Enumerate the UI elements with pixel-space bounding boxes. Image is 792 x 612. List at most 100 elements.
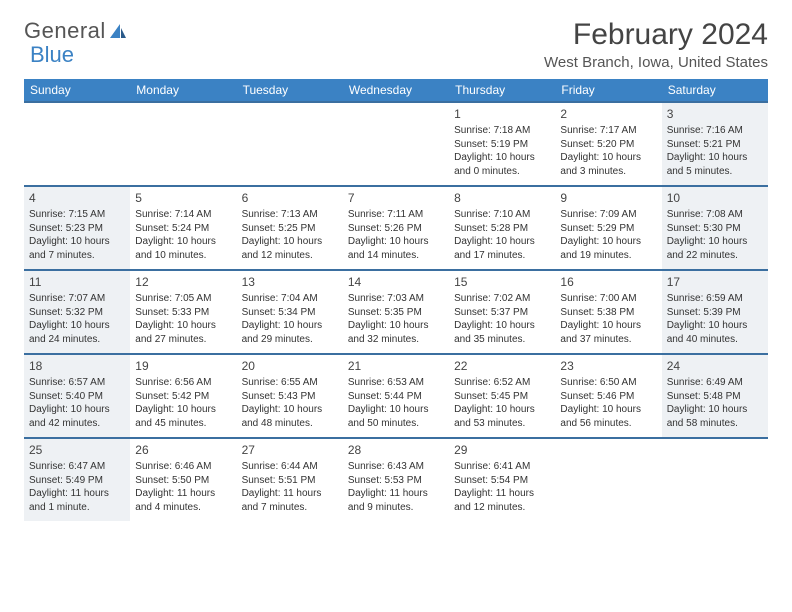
date-number: 20 (242, 358, 338, 374)
header: General February 2024 West Branch, Iowa,… (24, 18, 768, 71)
daylight-line: Daylight: 11 hours and 12 minutes. (454, 487, 550, 514)
calendar-cell: 21Sunrise: 6:53 AMSunset: 5:44 PMDayligh… (343, 355, 449, 437)
sunrise-line: Sunrise: 6:44 AM (242, 460, 338, 474)
sunset-line: Sunset: 5:34 PM (242, 306, 338, 320)
sunrise-line: Sunrise: 7:16 AM (667, 124, 763, 138)
calendar-cell: 17Sunrise: 6:59 AMSunset: 5:39 PMDayligh… (662, 271, 768, 353)
calendar: SundayMondayTuesdayWednesdayThursdayFrid… (24, 79, 768, 521)
daylight-line: Daylight: 10 hours and 5 minutes. (667, 151, 763, 178)
calendar-cell: 15Sunrise: 7:02 AMSunset: 5:37 PMDayligh… (449, 271, 555, 353)
calendar-cell (24, 103, 130, 185)
daylight-line: Daylight: 11 hours and 7 minutes. (242, 487, 338, 514)
date-number: 11 (29, 274, 125, 290)
date-number: 16 (560, 274, 656, 290)
sunset-line: Sunset: 5:48 PM (667, 390, 763, 404)
daylight-line: Daylight: 10 hours and 10 minutes. (135, 235, 231, 262)
sunset-line: Sunset: 5:25 PM (242, 222, 338, 236)
sunset-line: Sunset: 5:38 PM (560, 306, 656, 320)
sunset-line: Sunset: 5:32 PM (29, 306, 125, 320)
date-number: 3 (667, 106, 763, 122)
daylight-line: Daylight: 10 hours and 42 minutes. (29, 403, 125, 430)
logo-text-blue: Blue (30, 42, 74, 68)
sunrise-line: Sunrise: 6:56 AM (135, 376, 231, 390)
calendar-week: 25Sunrise: 6:47 AMSunset: 5:49 PMDayligh… (24, 437, 768, 521)
sunrise-line: Sunrise: 7:05 AM (135, 292, 231, 306)
sunset-line: Sunset: 5:43 PM (242, 390, 338, 404)
calendar-week: 1Sunrise: 7:18 AMSunset: 5:19 PMDaylight… (24, 101, 768, 185)
daylight-line: Daylight: 11 hours and 9 minutes. (348, 487, 444, 514)
calendar-cell: 19 Sunrise: 6:56 AMSunset: 5:42 PMDayligh… (130, 355, 236, 437)
day-headers-row: SundayMondayTuesdayWednesdayThursdayFrid… (24, 79, 768, 101)
sunset-line: Sunset: 5:53 PM (348, 474, 444, 488)
sunset-line: Sunset: 5:20 PM (560, 138, 656, 152)
daylight-line: Daylight: 10 hours and 0 minutes. (454, 151, 550, 178)
sunset-line: Sunset: 5:23 PM (29, 222, 125, 236)
calendar-cell: 4Sunrise: 7:15 AMSunset: 5:23 PMDaylight… (24, 187, 130, 269)
sunrise-line: Sunrise: 7:14 AM (135, 208, 231, 222)
calendar-cell: 14Sunrise: 7:03 AMSunset: 5:35 PMDayligh… (343, 271, 449, 353)
sunrise-line: Sunrise: 7:15 AM (29, 208, 125, 222)
calendar-cell (662, 439, 768, 521)
calendar-cell: 12Sunrise: 7:05 AMSunset: 5:33 PMDayligh… (130, 271, 236, 353)
sunrise-line: Sunrise: 6:47 AM (29, 460, 125, 474)
daylight-line: Daylight: 10 hours and 3 minutes. (560, 151, 656, 178)
sunrise-line: Sunrise: 6:52 AM (454, 376, 550, 390)
sunset-line: Sunset: 5:35 PM (348, 306, 444, 320)
date-number: 27 (242, 442, 338, 458)
sunrise-line: Sunrise: 6:50 AM (560, 376, 656, 390)
daylight-line: Daylight: 10 hours and 45 minutes. (135, 403, 231, 430)
daylight-line: Daylight: 10 hours and 56 minutes. (560, 403, 656, 430)
sunrise-line: Sunrise: 7:03 AM (348, 292, 444, 306)
daylight-line: Daylight: 10 hours and 58 minutes. (667, 403, 763, 430)
day-header: Thursday (449, 79, 555, 101)
sunset-line: Sunset: 5:44 PM (348, 390, 444, 404)
date-number: 12 (135, 274, 231, 290)
calendar-cell: 11Sunrise: 7:07 AMSunset: 5:32 PMDayligh… (24, 271, 130, 353)
date-number: 26 (135, 442, 231, 458)
sunrise-line: Sunrise: 6:46 AM (135, 460, 231, 474)
sunrise-line: Sunrise: 7:13 AM (242, 208, 338, 222)
calendar-cell: 18Sunrise: 6:57 AMSunset: 5:40 PMDayligh… (24, 355, 130, 437)
daylight-line: Daylight: 10 hours and 19 minutes. (560, 235, 656, 262)
calendar-cell: 10Sunrise: 7:08 AMSunset: 5:30 PMDayligh… (662, 187, 768, 269)
date-number: 5 (135, 190, 231, 206)
calendar-cell (343, 103, 449, 185)
sunset-line: Sunset: 5:24 PM (135, 222, 231, 236)
sunrise-line: Sunrise: 7:18 AM (454, 124, 550, 138)
date-number: 8 (454, 190, 550, 206)
calendar-cell: 3Sunrise: 7:16 AMSunset: 5:21 PMDaylight… (662, 103, 768, 185)
day-header: Friday (555, 79, 661, 101)
sunrise-line: Sunrise: 7:07 AM (29, 292, 125, 306)
calendar-week: 18Sunrise: 6:57 AMSunset: 5:40 PMDayligh… (24, 353, 768, 437)
date-number: 23 (560, 358, 656, 374)
date-number: 10 (667, 190, 763, 206)
daylight-line: Daylight: 10 hours and 17 minutes. (454, 235, 550, 262)
date-number: 19 (135, 358, 231, 374)
calendar-cell: 26Sunrise: 6:46 AMSunset: 5:50 PMDayligh… (130, 439, 236, 521)
daylight-line: Daylight: 11 hours and 1 minute. (29, 487, 125, 514)
logo-text-general: General (24, 18, 106, 44)
sunset-line: Sunset: 5:42 PM (135, 390, 231, 404)
date-number: 4 (29, 190, 125, 206)
daylight-line: Daylight: 10 hours and 14 minutes. (348, 235, 444, 262)
sunrise-line: Sunrise: 6:53 AM (348, 376, 444, 390)
date-number: 25 (29, 442, 125, 458)
calendar-week: 4 Sunrise: 7:15 AMSunset: 5:23 PM Daylight… (24, 185, 768, 269)
calendar-cell: 27Sunrise: 6:44 AMSunset: 5:51 PMDayligh… (237, 439, 343, 521)
sunrise-line: Sunrise: 7:11 AM (348, 208, 444, 222)
sunrise-line: Sunrise: 7:09 AM (560, 208, 656, 222)
daylight-line: Daylight: 10 hours and 12 minutes. (242, 235, 338, 262)
logo: General (24, 18, 128, 44)
calendar-cell: 29Sunrise: 6:41 AMSunset: 5:54 PMDayligh… (449, 439, 555, 521)
sunrise-line: Sunrise: 7:17 AM (560, 124, 656, 138)
sunset-line: Sunset: 5:45 PM (454, 390, 550, 404)
sunset-line: Sunset: 5:37 PM (454, 306, 550, 320)
calendar-cell: 7Sunrise: 7:11 AMSunset: 5:26 PMDaylight… (343, 187, 449, 269)
calendar-week: 11 Sunrise: 7:07 AMSunset: 5:32 PM Dayligh… (24, 269, 768, 353)
sunset-line: Sunset: 5:30 PM (667, 222, 763, 236)
daylight-line: Daylight: 10 hours and 35 minutes. (454, 319, 550, 346)
date-number: 1 (454, 106, 550, 122)
sunrise-line: Sunrise: 7:02 AM (454, 292, 550, 306)
calendar-cell (237, 103, 343, 185)
date-number: 6 (242, 190, 338, 206)
